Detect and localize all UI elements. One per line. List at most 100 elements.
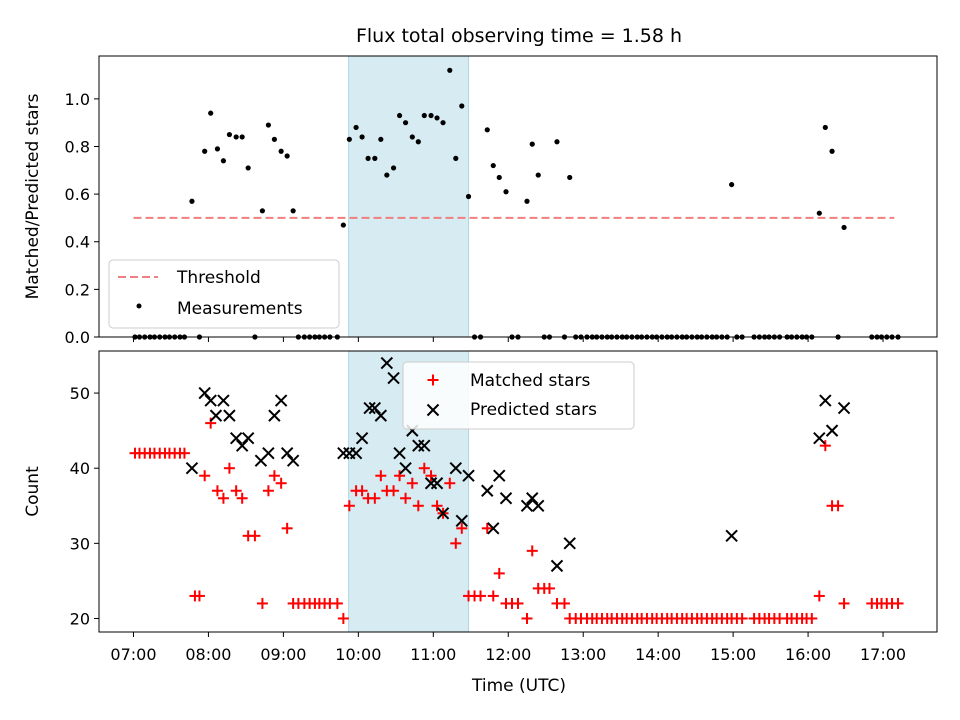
legend-threshold-label: Threshold	[176, 268, 261, 288]
matched-star-marker	[249, 530, 261, 542]
predicted-star-marker	[368, 401, 382, 415]
measurement-point	[396, 112, 403, 119]
predicted-star-marker	[455, 514, 468, 528]
predicted-star-marker	[209, 409, 223, 422]
measurement-point	[816, 210, 822, 216]
predicted-star-marker	[235, 439, 249, 452]
matched-star-marker	[521, 612, 533, 624]
measurement-point	[453, 155, 459, 161]
x-axis-label: Time (UTC)	[471, 676, 566, 696]
measurement-point	[459, 103, 465, 109]
predicted-star-marker	[204, 394, 217, 407]
measurement-point	[421, 112, 427, 119]
predicted-star-marker	[449, 462, 462, 475]
matched-star-marker	[268, 470, 280, 482]
measurement-point	[440, 120, 446, 126]
observing-span-top	[348, 55, 470, 338]
matched-star-marker	[230, 485, 242, 497]
matched-star-marker	[211, 485, 223, 497]
bottom-xtick-label: 11:00	[410, 645, 456, 664]
predicted-star-marker	[274, 394, 288, 407]
bottom-legend-box	[402, 361, 635, 430]
matched-star-marker	[425, 470, 437, 482]
measurement-point	[239, 134, 245, 140]
bottom-xtick-label: 14:00	[635, 645, 681, 664]
predicted-star-marker	[262, 446, 275, 460]
matched-star-marker	[819, 440, 831, 452]
measurement-points	[132, 67, 901, 340]
measurement-point	[372, 155, 378, 161]
bottom-y-axis: 20 30 40 50	[70, 384, 99, 628]
bottom-xtick-label: 09:00	[260, 645, 306, 664]
top-ytick-label: 0.8	[65, 137, 90, 156]
top-ytick-label: 0.2	[65, 280, 90, 299]
matched-star-marker	[343, 500, 355, 512]
top-ytick-label: 1.0	[65, 90, 90, 109]
measurement-point	[220, 158, 227, 164]
matched-star-marker	[223, 462, 235, 474]
predicted-star-marker	[223, 409, 236, 422]
matched-star-marker	[388, 485, 400, 497]
predicted-star-marker	[430, 477, 444, 490]
predicted-star-marker	[813, 431, 826, 445]
legend-measurements-label: Measurements	[177, 299, 303, 319]
matched-star-marker	[262, 485, 274, 497]
predicted-star-marker	[337, 446, 350, 460]
top-ytick-label: 0.4	[65, 233, 90, 252]
matched-star-marker	[400, 492, 412, 504]
measurement-point	[841, 224, 847, 231]
bottom-ytick-label: 50	[70, 384, 90, 403]
matched-star-marker	[406, 477, 418, 489]
legend-matched-swatch	[427, 374, 439, 386]
bottom-xtick-label: 15:00	[710, 645, 756, 664]
bottom-xtick-label: 07:00	[110, 645, 156, 664]
bottom-xtick-label: 08:00	[185, 645, 231, 664]
matched-star-marker	[199, 470, 211, 482]
measurement-point	[346, 136, 352, 142]
measurement-point	[829, 148, 835, 154]
measurement-point	[233, 134, 239, 140]
top-y-axis-label: Matched/Predicted stars	[23, 93, 43, 299]
matched-star-marker	[256, 597, 268, 609]
predicted-star-marker	[217, 394, 230, 407]
measurement-point	[189, 198, 195, 204]
bottom-xtick-label: 12:00	[485, 645, 531, 664]
matched-star-marker	[236, 492, 248, 504]
predicted-star-marker	[462, 469, 475, 482]
bottom-ytick-label: 40	[70, 459, 90, 478]
measurement-point	[365, 155, 371, 161]
predicted-star-marker	[387, 371, 400, 385]
measurement-point	[503, 189, 509, 195]
measurement-point	[271, 136, 277, 142]
predicted-star-marker	[349, 446, 363, 460]
count-panel: 20 30 40 50 07:00 08:00 09:00 10:00 11:00 12:00 1…	[23, 350, 938, 696]
measurement-point	[278, 148, 284, 154]
matched-star-marker	[217, 492, 229, 504]
matched-star-marker	[178, 447, 190, 459]
matched-star-marker	[892, 597, 904, 609]
measurement-point	[447, 67, 453, 73]
predicted-star-marker	[399, 462, 412, 475]
bottom-ytick-label: 30	[70, 534, 90, 553]
bottom-y-axis-label: Count	[23, 466, 43, 517]
predicted-star-marker	[355, 431, 369, 445]
bottom-xtick-label: 17:00	[860, 645, 906, 664]
bottom-xtick-label: 10:00	[335, 645, 381, 664]
predicted-star-marker	[198, 386, 211, 400]
matched-star-marker	[813, 590, 825, 602]
predicted-star-marker	[280, 446, 294, 460]
predicted-star-marker	[520, 499, 534, 512]
measurement-point	[359, 134, 365, 140]
matched-star-marker	[275, 477, 287, 489]
bottom-legend: Matched stars Predicted stars	[402, 361, 635, 430]
measurement-point	[340, 222, 346, 228]
measurement-point	[490, 162, 496, 169]
measurement-point	[822, 124, 828, 131]
predicted-star-marker	[286, 454, 300, 467]
matched-star-marker	[487, 590, 499, 602]
predicted-star-marker	[418, 439, 431, 452]
predicted-star-marker	[499, 492, 513, 505]
predicted-star-marker	[825, 424, 839, 437]
measurement-point	[729, 181, 735, 188]
measurement-point	[484, 127, 490, 133]
